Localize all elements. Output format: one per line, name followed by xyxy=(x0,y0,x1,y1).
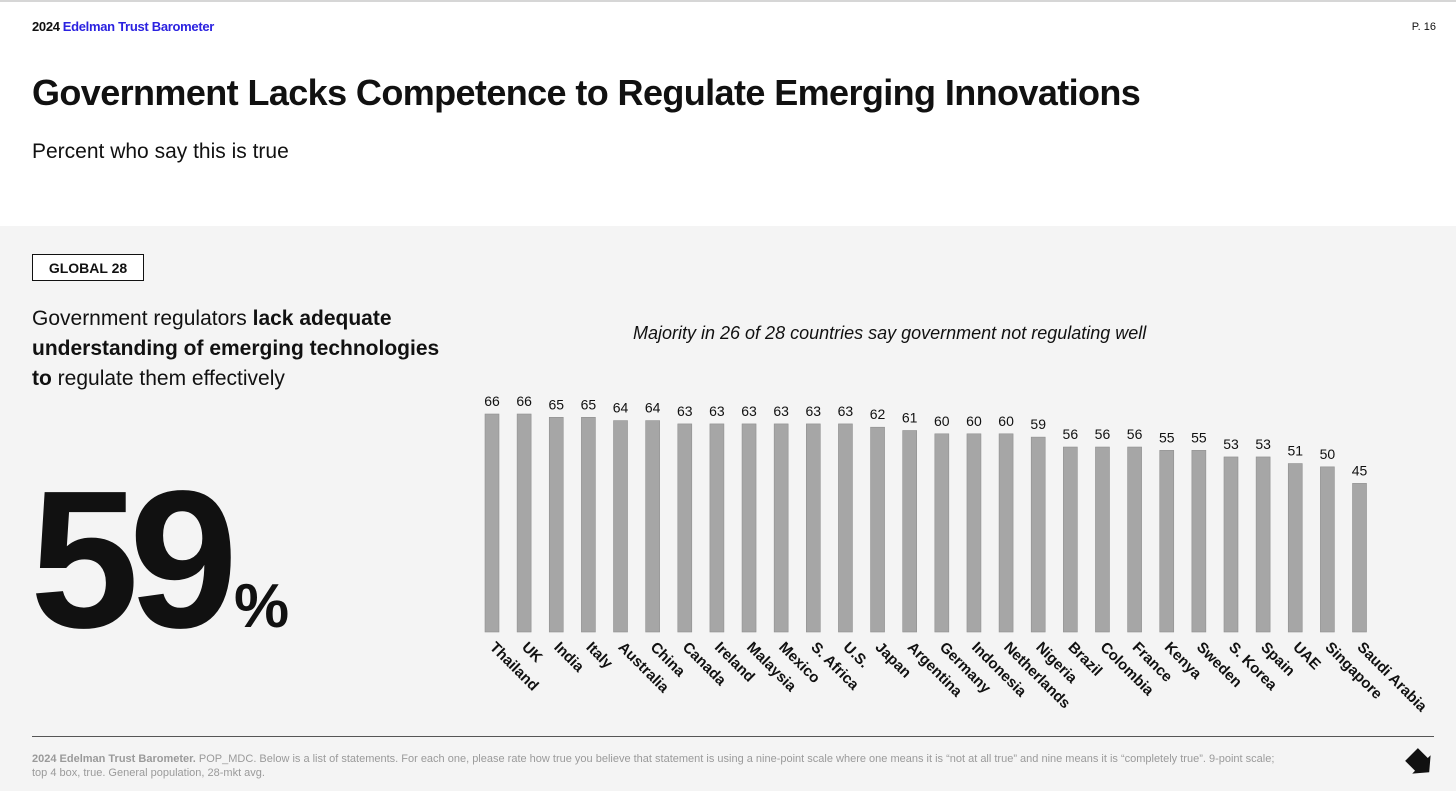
arrow-down-right-icon[interactable] xyxy=(1405,748,1435,778)
content-panel xyxy=(0,226,1456,791)
footnote-source: 2024 Edelman Trust Barometer. xyxy=(32,753,196,765)
global-percent-value: 59 xyxy=(30,450,238,669)
statement-part2: regulate them effectively xyxy=(51,367,285,390)
brand-name: Edelman Trust Barometer xyxy=(62,19,215,34)
statement-text: Government regulators lack adequate unde… xyxy=(32,304,462,394)
statement-bold: lack adequate understanding of emerging … xyxy=(32,307,440,390)
footnote: 2024 Edelman Trust Barometer. POP_MDC. B… xyxy=(32,752,1282,780)
brand-year: 2024 xyxy=(32,19,60,34)
global-percent-unit: % xyxy=(234,572,290,641)
top-border xyxy=(0,0,1456,2)
page-number: P. 16 xyxy=(1411,21,1436,33)
page-subtitle: Percent who say this is true xyxy=(32,140,289,163)
chart-annotation: Majority in 26 of 28 countries say gover… xyxy=(633,323,1147,343)
footnote-text: POP_MDC. Below is a list of statements. … xyxy=(32,753,1275,779)
global-badge: GLOBAL 28 xyxy=(32,254,144,281)
statement-part1: Government regulators xyxy=(32,307,253,330)
brand-logo: 2024 Edelman Trust Barometer xyxy=(32,19,214,34)
footer-divider xyxy=(32,736,1434,737)
page-title: Government Lacks Competence to Regulate … xyxy=(32,72,1141,113)
global-percent: 59% xyxy=(30,462,289,658)
